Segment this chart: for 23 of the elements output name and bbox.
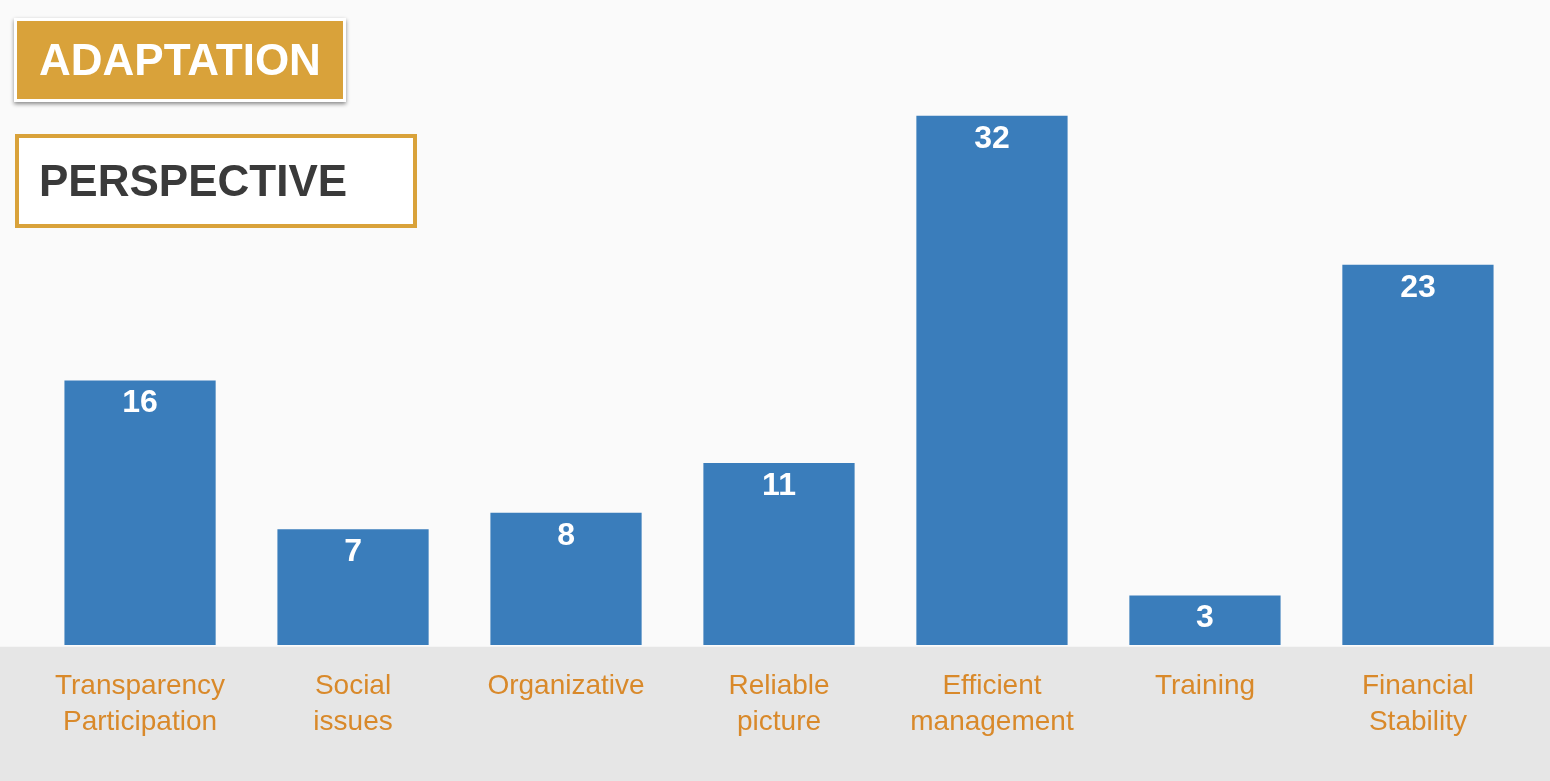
bar	[1342, 264, 1494, 645]
data-label: 23	[1400, 267, 1436, 304]
data-label: 16	[122, 383, 158, 420]
data-label: 32	[974, 118, 1010, 155]
x-tick-label: Transparency Participation	[54, 669, 226, 737]
bar	[64, 380, 216, 645]
x-tick-label: Financial Stability	[1361, 669, 1474, 737]
data-label: 11	[762, 466, 796, 503]
x-tick-label: Efficient management	[910, 669, 1074, 737]
x-tick-label: Social issues	[313, 669, 393, 737]
bar	[277, 529, 429, 645]
bar	[703, 463, 855, 645]
x-tick-label: Training	[1154, 669, 1256, 700]
bar	[916, 115, 1068, 645]
data-label: 7	[344, 532, 362, 569]
data-label: 3	[1196, 598, 1214, 635]
x-tick-label: Organizative	[487, 669, 645, 700]
data-label: 8	[557, 515, 575, 552]
bar	[1129, 595, 1281, 645]
chart-title: ADAPTATION	[14, 18, 346, 102]
text: PERSPECTIVE	[15, 134, 418, 228]
bar	[490, 512, 642, 645]
x-tick-label: Reliable picture	[728, 669, 830, 737]
